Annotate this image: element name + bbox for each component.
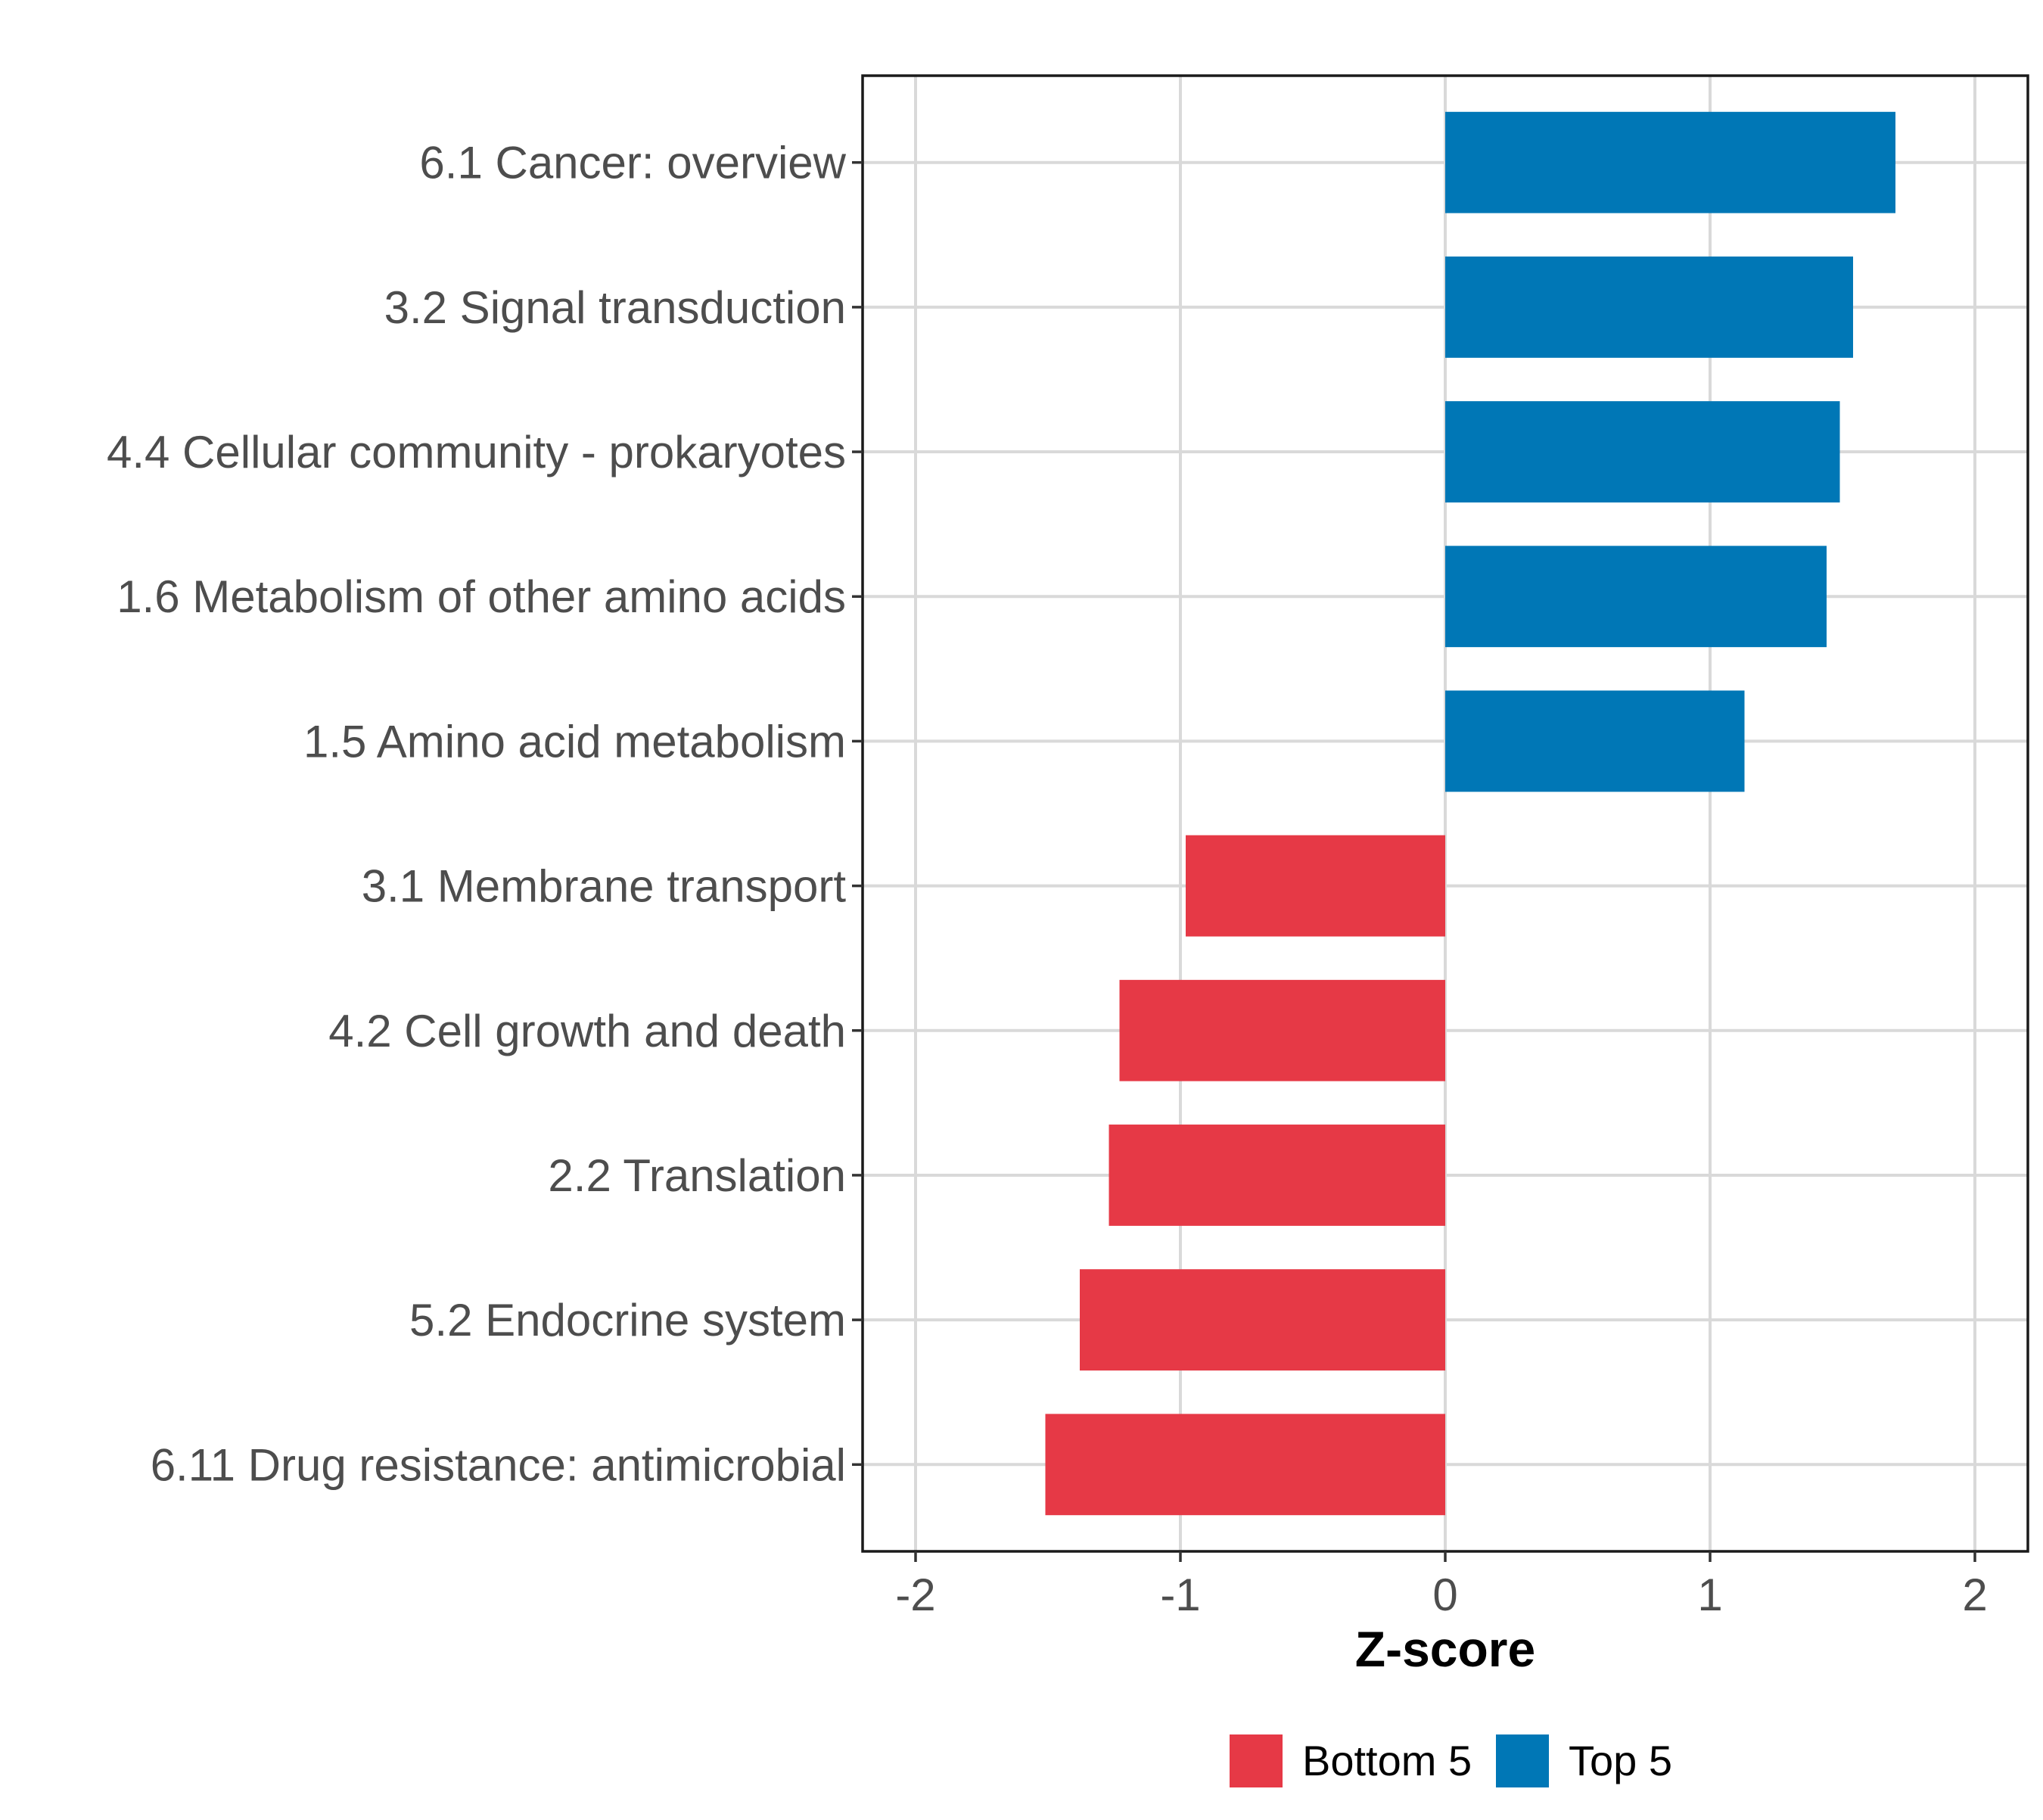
bar-1 xyxy=(1445,111,1895,213)
y-tick-label-3: 4.4 Cellular community - prokaryotes xyxy=(107,427,846,478)
bar-8 xyxy=(1109,1125,1445,1226)
bar-5 xyxy=(1445,690,1745,792)
y-tick-label-4: 1.6 Metabolism of other amino acids xyxy=(117,571,846,622)
legend-label-2: Top 5 xyxy=(1569,1737,1672,1784)
legend: Bottom 5 Top 5 xyxy=(1230,1734,1672,1787)
y-tick-label-9: 5.2 Endocrine system xyxy=(409,1295,846,1346)
x-tick-label-0: -2 xyxy=(895,1570,935,1620)
y-tick-label-1: 6.1 Cancer: overview xyxy=(419,138,846,188)
x-axis-title: Z-score xyxy=(1355,1621,1535,1677)
x-axis: -2 -1 0 1 2 xyxy=(895,1551,1988,1620)
x-tick-label-2: 0 xyxy=(1432,1570,1457,1620)
y-tick-label-2: 3.2 Signal transduction xyxy=(384,282,846,333)
bar-9 xyxy=(1080,1269,1445,1371)
y-tick-label-6: 3.1 Membrane transport xyxy=(362,861,847,912)
legend-swatch-1 xyxy=(1230,1734,1283,1787)
y-tick-label-8: 2.2 Translation xyxy=(548,1150,846,1201)
legend-swatch-2 xyxy=(1496,1734,1549,1787)
bar-3 xyxy=(1445,401,1840,502)
bar-6 xyxy=(1186,835,1445,937)
y-tick-label-5: 1.5 Amino acid metabolism xyxy=(303,716,846,767)
x-tick-label-3: 1 xyxy=(1697,1570,1722,1620)
x-tick-label-4: 2 xyxy=(1962,1570,1987,1620)
bar-4 xyxy=(1445,546,1827,648)
x-tick-label-1: -1 xyxy=(1160,1570,1200,1620)
legend-label-1: Bottom 5 xyxy=(1302,1737,1472,1784)
y-tick-label-7: 4.2 Cell growth and death xyxy=(328,1006,846,1056)
bar-7 xyxy=(1119,979,1445,1081)
y-tick-label-10: 6.11 Drug resistance: antimicrobial xyxy=(151,1439,846,1490)
bar-layer xyxy=(1045,111,1895,1516)
bar-2 xyxy=(1445,256,1853,358)
y-axis: 6.1 Cancer: overview 3.2 Signal transduct… xyxy=(107,138,863,1490)
bar-10 xyxy=(1045,1414,1445,1516)
